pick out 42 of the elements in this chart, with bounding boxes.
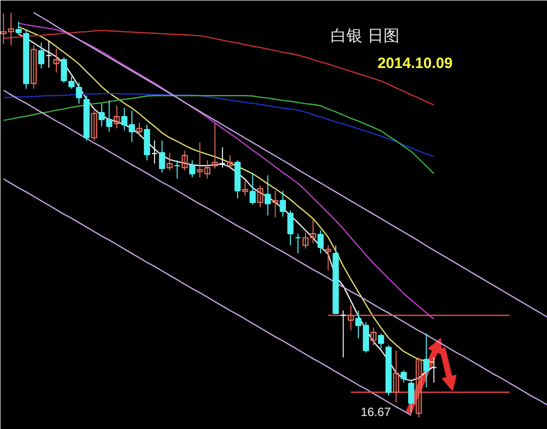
- candlestick: [340, 310, 346, 358]
- candlestick: [318, 230, 324, 254]
- candlestick: [378, 333, 384, 350]
- candlestick: [423, 333, 430, 388]
- candlestick: [280, 190, 286, 218]
- candlestick: [46, 40, 52, 68]
- candlestick: [189, 160, 196, 178]
- candlestick: [38, 42, 44, 69]
- candlestick: [325, 244, 332, 271]
- candlestick: [370, 327, 377, 346]
- candlestick: [158, 140, 166, 174]
- candlestick: [264, 174, 271, 216]
- candlestick: [219, 146, 226, 168]
- candlestick: [226, 155, 234, 169]
- candlestick: [68, 76, 75, 90]
- candlestick: [174, 160, 180, 180]
- text: 2014.10.09: [378, 55, 453, 72]
- candlestick: [416, 356, 422, 418]
- candlestick: [182, 150, 188, 171]
- candlestick: [287, 210, 294, 246]
- candlestick: [408, 380, 414, 414]
- candlestick: [393, 350, 400, 403]
- text: 白银 日图: [330, 26, 400, 45]
- candlestick: [348, 304, 354, 331]
- candlestick: [242, 180, 248, 196]
- candlestick: [151, 140, 158, 164]
- candlestick: [60, 57, 68, 84]
- candlestick: [250, 173, 256, 205]
- candlestick: [272, 190, 278, 218]
- annotation: 16.67: [360, 404, 392, 419]
- candlestick: [400, 370, 407, 384]
- candlestick: [76, 82, 82, 104]
- candlestick: [91, 110, 98, 142]
- candlestick: [30, 44, 37, 90]
- candlestick: [53, 48, 60, 74]
- candlestick: [166, 152, 173, 171]
- candlestick: [294, 233, 302, 254]
- candlestick: [212, 123, 218, 169]
- candlestick: [114, 105, 120, 129]
- candlestick: [257, 184, 264, 208]
- candlestick: [16, 21, 22, 35]
- candlestick: [136, 122, 143, 137]
